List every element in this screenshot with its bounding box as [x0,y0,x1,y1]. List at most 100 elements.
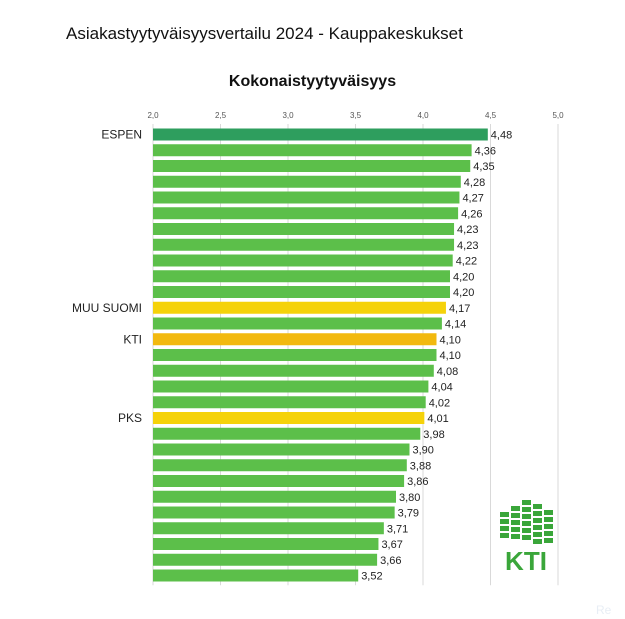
data-label: 3,67 [381,539,402,551]
logo-block [544,538,553,543]
data-label: 4,22 [456,256,477,268]
data-label: 3,86 [407,476,428,488]
bar [153,191,460,204]
category-label: KTI [123,332,142,346]
labels: 2,0 2,5 3,0 3,5 4,0 4,5 5,0 4,48 ESPEN 4,36 4,35 4,… [72,111,564,583]
logo-block [500,519,509,524]
logo-block [511,527,520,532]
logo-text: KTI [505,546,547,576]
bar [153,475,405,487]
data-label: 4,26 [461,208,482,220]
x-tick-label: 2,5 [215,111,227,120]
page-title: Asiakastyytyväisyysvertailu 2024 - Kaupp… [66,24,463,43]
bar [153,144,472,157]
chart-title: Kokonaistyytyväisyys [228,73,397,90]
bar [153,349,437,361]
logo-block [522,535,531,540]
bar [153,128,488,141]
data-label: 3,71 [387,523,408,535]
logo-block [533,532,542,537]
bar [153,380,429,393]
logo-block [533,525,542,530]
logo-block [544,531,553,536]
bar [153,553,378,566]
bar [153,270,450,283]
data-label: 3,52 [361,571,382,583]
bar [153,427,421,440]
data-label: 4,23 [457,240,478,252]
logo-block [522,521,531,526]
bar [153,506,395,519]
logo-block [511,506,520,511]
bar [153,301,446,314]
data-label: 3,66 [380,555,401,567]
bar [153,443,410,456]
category-label: ESPEN [101,128,142,142]
data-label: 3,79 [398,508,419,520]
data-label: 4,48 [491,130,512,142]
data-label: 4,23 [457,224,478,236]
logo-block [544,524,553,529]
data-label: 4,04 [431,382,452,394]
data-label: 4,10 [440,334,461,346]
logo-block [500,533,509,538]
bar [153,459,407,472]
bar [153,317,442,330]
x-tick-label: 3,5 [350,111,362,120]
data-label: 3,90 [413,445,434,457]
logo-block [533,539,542,544]
bar [153,254,453,267]
watermark-text: Re [596,603,612,617]
bar [153,569,359,582]
bar [153,522,384,535]
data-label: 3,80 [399,492,420,504]
bar [153,286,450,298]
bar [153,538,379,550]
data-label: 4,28 [464,177,485,189]
x-tick-label: 4,0 [417,111,429,120]
data-label: 4,10 [440,350,461,362]
logo-block [544,517,553,522]
data-label: 3,88 [410,460,431,472]
logo-block [511,534,520,539]
bar [153,238,455,251]
logo-block [522,514,531,519]
data-label: 4,20 [453,271,474,283]
bars [153,128,488,582]
data-label: 4,35 [473,161,494,173]
logo-block [533,518,542,523]
x-tick-label: 5,0 [552,111,564,120]
data-label: 4,20 [453,287,474,299]
bar [153,364,434,377]
data-label: 4,14 [445,319,466,331]
logo-block [500,512,509,517]
logo-block [511,520,520,525]
x-tick-label: 4,5 [485,111,497,120]
x-tick-label: 3,0 [282,111,294,120]
category-label: MUU SUOMI [72,301,142,315]
logo-block [533,511,542,516]
x-tick-label: 2,0 [147,111,159,120]
category-label: PKS [118,411,142,425]
data-label: 4,01 [427,413,448,425]
bar [153,412,425,424]
bar [153,223,455,235]
data-label: 3,98 [423,429,444,441]
bar [153,207,459,220]
logo-block [533,504,542,509]
bar [153,175,461,188]
bar [153,160,471,172]
bar [153,396,426,409]
bar [153,490,396,503]
data-label: 4,36 [475,145,496,157]
kti-logo: KTI [500,500,553,576]
logo-block [522,500,531,505]
logo-block [522,528,531,533]
logo-block [500,526,509,531]
logo-block [522,507,531,512]
data-label: 4,02 [429,397,450,409]
data-label: 4,08 [437,366,458,378]
bar [153,333,437,346]
data-label: 4,27 [462,193,483,205]
